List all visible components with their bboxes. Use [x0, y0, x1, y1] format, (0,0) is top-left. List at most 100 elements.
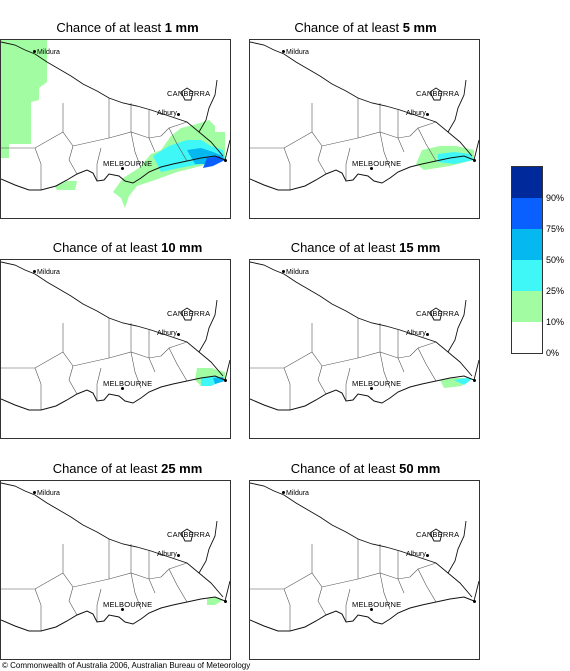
legend-label-90: 90% — [546, 193, 565, 203]
district-boundary — [168, 127, 188, 162]
district-boundary — [379, 572, 391, 610]
district-boundary — [148, 330, 156, 373]
district-boundary — [409, 562, 437, 578]
town-marker — [473, 159, 476, 162]
district-boundary — [34, 367, 42, 410]
panel-title-10mm: Chance of at least 10 mm — [0, 240, 255, 255]
map-1mm: Mildura CANBERRA Albury MELBOURNE — [0, 39, 231, 219]
district-boundary — [68, 145, 78, 175]
district-boundary — [250, 351, 313, 369]
district-boundary — [96, 588, 102, 622]
legend-label-25: 25% — [546, 286, 565, 296]
victoria-basemap — [250, 482, 479, 632]
town-marker — [370, 608, 373, 611]
district-boundary — [379, 131, 391, 169]
town-marker — [121, 387, 124, 390]
district-boundary — [130, 572, 142, 610]
district-boundary — [397, 330, 405, 373]
label-mildura: Mildura — [286, 269, 309, 276]
label-albury: Albury — [157, 330, 177, 337]
district-boundary — [321, 572, 411, 588]
legend-label-10: 10% — [546, 317, 565, 327]
title-amount: 5 mm — [402, 20, 437, 35]
district-boundary — [160, 341, 188, 357]
town-marker — [33, 50, 36, 53]
legend-label-75: 75% — [546, 224, 565, 234]
town-marker — [224, 379, 227, 382]
label-canberra: CANBERRA — [416, 89, 460, 98]
district-boundary — [72, 131, 162, 147]
title-prefix: Chance of at least — [52, 461, 162, 476]
district-boundary — [397, 551, 405, 594]
town-marker — [370, 387, 373, 390]
label-albury: Albury — [406, 330, 426, 337]
title-prefix: Chance of at least — [294, 20, 403, 35]
state-border-east — [447, 299, 479, 381]
probability-shading — [203, 156, 225, 168]
district-boundary — [311, 103, 323, 147]
state-border-murray — [1, 261, 224, 377]
state-border-murray — [250, 261, 473, 377]
title-amount: 10 mm — [161, 240, 203, 255]
victoria-basemap — [250, 261, 479, 411]
town-marker — [282, 50, 285, 53]
legend-label-50: 50% — [546, 255, 565, 265]
district-boundary — [96, 147, 102, 181]
district-boundary — [250, 131, 313, 149]
district-boundary — [417, 568, 437, 603]
map-50mm: Mildura CANBERRA Albury MELBOURNE — [249, 480, 480, 660]
district-boundary — [68, 586, 78, 616]
label-albury: Albury — [157, 110, 177, 117]
district-boundary — [317, 365, 327, 395]
legend-swatch-75-90 — [512, 198, 542, 229]
town-marker — [121, 167, 124, 170]
town-marker — [121, 608, 124, 611]
label-canberra: CANBERRA — [416, 530, 460, 539]
district-boundary — [62, 323, 74, 367]
probability-shading — [1, 40, 47, 158]
town-marker — [473, 600, 476, 603]
town-marker — [224, 159, 227, 162]
district-boundary — [130, 131, 142, 169]
town-marker — [177, 554, 180, 557]
label-albury: Albury — [406, 551, 426, 558]
title-prefix: Chance of at least — [290, 240, 400, 255]
legend-swatch-90-100 — [512, 167, 542, 198]
map-5mm: Mildura CANBERRA Albury MELBOURNE — [249, 39, 480, 219]
district-boundary — [317, 145, 327, 175]
coastline — [1, 155, 226, 191]
title-prefix: Chance of at least — [56, 20, 165, 35]
town-marker — [177, 113, 180, 116]
legend-swatch-25-50 — [512, 260, 542, 291]
district-boundary — [283, 147, 291, 190]
label-melbourne: MELBOURNE — [103, 600, 153, 609]
state-border-murray — [1, 41, 224, 157]
state-border-east — [198, 299, 230, 381]
district-boundary — [321, 351, 411, 367]
district-boundary — [345, 588, 351, 622]
victoria-basemap — [1, 40, 230, 208]
district-boundary — [62, 103, 74, 147]
legend-swatch-10-25 — [512, 291, 542, 322]
coastline — [1, 596, 226, 632]
state-border-murray — [1, 482, 224, 598]
district-boundary — [34, 147, 42, 190]
district-boundary — [409, 121, 437, 137]
legend-swatch-50-75 — [512, 229, 542, 260]
title-prefix: Chance of at least — [290, 461, 400, 476]
district-boundary — [417, 127, 437, 162]
town-marker — [224, 600, 227, 603]
town-marker — [33, 270, 36, 273]
district-boundary — [72, 572, 162, 588]
district-boundary — [317, 586, 327, 616]
label-melbourne: MELBOURNE — [103, 379, 153, 388]
title-amount: 50 mm — [399, 461, 441, 476]
district-boundary — [417, 347, 437, 382]
district-boundary — [283, 588, 291, 631]
coastline — [1, 375, 226, 411]
town-marker — [370, 167, 373, 170]
district-boundary — [34, 588, 42, 631]
act-border — [429, 87, 443, 101]
title-prefix: Chance of at least — [52, 240, 162, 255]
district-boundary — [130, 351, 142, 389]
